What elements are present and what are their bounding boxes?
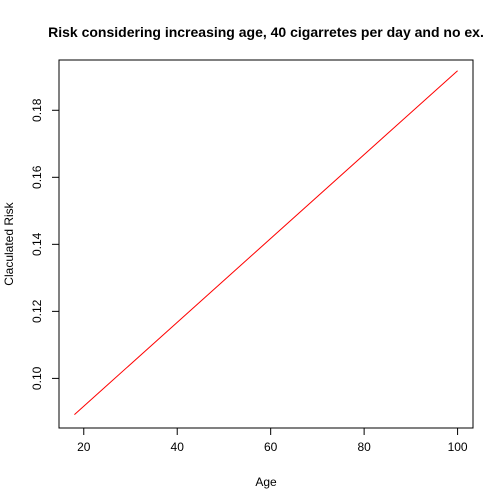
x-axis-label: Age [255,475,277,489]
x-tick-label: 20 [77,440,91,454]
y-tick-label: 0.10 [30,366,44,390]
y-axis-label: Claculated Risk [2,201,16,285]
series-line [74,70,458,415]
x-tick-label: 80 [357,440,371,454]
x-tick-label: 40 [171,440,185,454]
y-axis: 0.10 0.12 0.14 0.16 0.18 [30,98,60,390]
y-tick-label: 0.18 [30,98,44,122]
chart-title: Risk considering increasing age, 40 ciga… [48,24,484,40]
y-tick-label: 0.12 [30,299,44,323]
y-tick-label: 0.14 [30,232,44,256]
x-axis: 20 40 60 80 100 [77,427,468,454]
x-tick-label: 60 [264,440,278,454]
series-group [74,70,458,415]
x-tick-label: 100 [448,440,468,454]
y-tick-label: 0.16 [30,165,44,189]
